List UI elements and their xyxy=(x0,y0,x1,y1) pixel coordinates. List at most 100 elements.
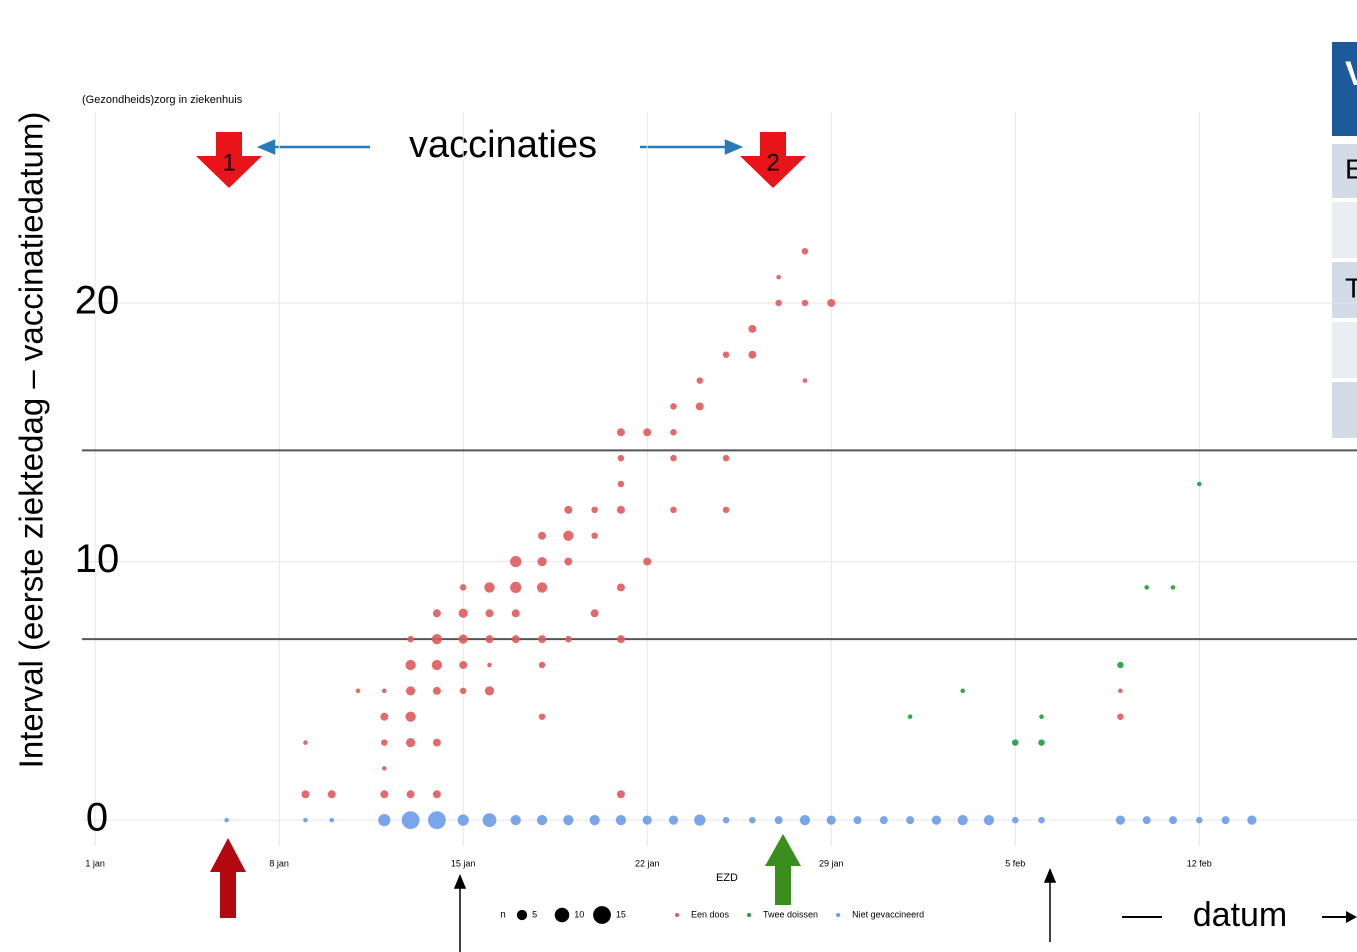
point xyxy=(1039,714,1044,720)
x-tick-label: 1 jan xyxy=(85,858,105,868)
point xyxy=(617,454,625,462)
point xyxy=(565,635,572,643)
point xyxy=(482,813,497,828)
point xyxy=(382,766,387,771)
red-down-arrow xyxy=(196,132,262,188)
subtitle: (Gezondheids)zorg in ziekenhuis xyxy=(82,94,243,106)
point xyxy=(1038,739,1045,746)
point xyxy=(694,814,706,826)
point xyxy=(1117,713,1124,720)
size-legend-title: n xyxy=(500,910,506,921)
point xyxy=(431,659,443,671)
size-legend-label: 5 xyxy=(532,909,537,919)
arrowhead xyxy=(724,139,744,155)
up-arrow xyxy=(210,838,246,918)
point xyxy=(355,688,361,694)
point xyxy=(722,351,730,358)
x-tick-label: 15 jan xyxy=(451,858,476,868)
point xyxy=(1011,739,1019,746)
point xyxy=(487,662,492,668)
point xyxy=(406,686,416,696)
annotation: vaccinaties xyxy=(409,124,597,166)
point xyxy=(536,582,548,593)
point xyxy=(722,506,730,514)
point xyxy=(907,714,913,720)
point xyxy=(537,556,547,567)
point xyxy=(802,378,808,383)
point xyxy=(1144,585,1149,590)
point xyxy=(327,790,336,799)
point xyxy=(1168,816,1177,825)
point xyxy=(432,790,441,799)
table-cell: E xyxy=(1345,153,1357,184)
point xyxy=(564,505,573,514)
point xyxy=(406,790,415,799)
point xyxy=(591,506,598,514)
point xyxy=(405,711,416,722)
legend-label: Twee doissen xyxy=(763,909,818,919)
point xyxy=(432,738,441,747)
point xyxy=(615,814,627,826)
size-legend-label: 10 xyxy=(574,909,584,919)
point xyxy=(748,324,757,333)
point xyxy=(668,815,679,825)
point xyxy=(329,817,335,823)
point xyxy=(382,688,387,694)
point xyxy=(427,811,446,830)
legend-label: Niet gevaccineerd xyxy=(852,909,924,919)
point xyxy=(616,505,625,514)
point xyxy=(459,687,467,695)
point xyxy=(378,814,391,827)
legend-swatch xyxy=(836,913,841,917)
point xyxy=(1118,688,1123,694)
y-axis-label: Interval (eerste ziektedag – vaccinatied… xyxy=(13,112,50,769)
point xyxy=(459,661,468,669)
point xyxy=(801,299,809,307)
point xyxy=(538,661,546,669)
point xyxy=(381,739,388,746)
point xyxy=(484,686,495,696)
point xyxy=(616,635,625,644)
y-tick-label: 0 xyxy=(86,796,108,840)
point xyxy=(431,633,443,645)
black-arrows xyxy=(453,868,1057,952)
point xyxy=(1247,815,1257,825)
point xyxy=(303,817,308,823)
point xyxy=(617,480,625,488)
x-tick-label: 5 feb xyxy=(1005,858,1025,868)
point xyxy=(774,816,783,825)
point xyxy=(643,428,652,437)
point xyxy=(1170,585,1176,590)
annotation: 1 xyxy=(222,149,235,176)
point xyxy=(485,635,494,644)
size-legend-mark xyxy=(516,909,528,921)
point xyxy=(224,817,229,823)
table-cell: T xyxy=(1345,272,1357,303)
point xyxy=(616,583,625,592)
annotation-arrows xyxy=(256,139,744,155)
table-row xyxy=(1332,382,1357,438)
point xyxy=(538,531,547,540)
arrowhead xyxy=(256,139,276,155)
point xyxy=(722,454,730,462)
point xyxy=(536,814,548,826)
x-tick-label: 12 feb xyxy=(1187,858,1212,868)
point xyxy=(564,557,573,566)
point xyxy=(485,609,494,618)
point xyxy=(457,814,469,826)
side-table: V E T xyxy=(1332,42,1357,438)
point xyxy=(538,635,547,644)
point xyxy=(459,584,467,591)
point xyxy=(405,659,416,671)
point xyxy=(670,506,677,514)
point xyxy=(642,815,652,825)
point xyxy=(1196,816,1203,824)
up-arrow xyxy=(765,834,801,905)
y-tick-label: 10 xyxy=(75,537,120,581)
point xyxy=(432,686,441,695)
point xyxy=(589,814,600,826)
point xyxy=(510,814,521,826)
point xyxy=(616,428,625,437)
point xyxy=(879,816,888,825)
